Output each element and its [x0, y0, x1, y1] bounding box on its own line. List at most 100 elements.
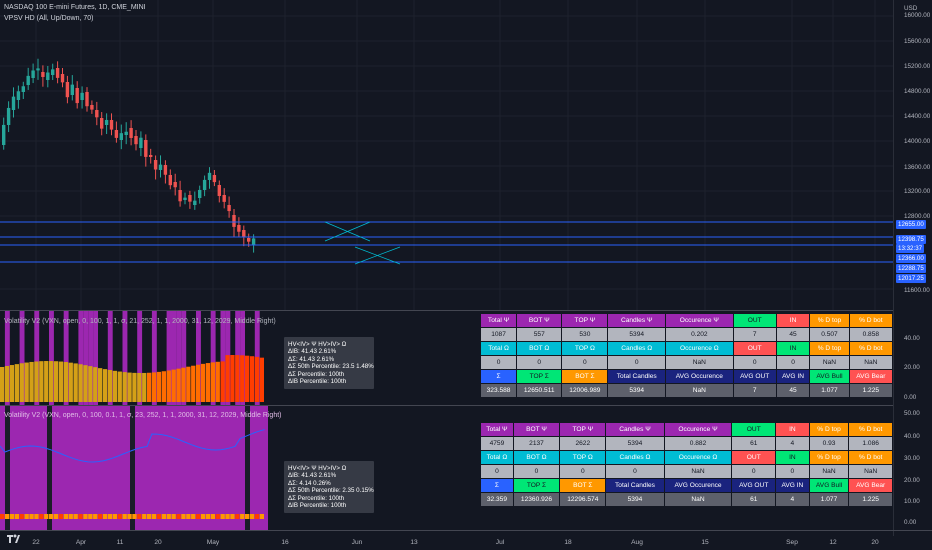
candle	[70, 84, 74, 95]
candle	[188, 195, 192, 202]
volatility-bar	[88, 366, 93, 402]
candle	[149, 155, 153, 157]
volatility-bar	[151, 514, 157, 519]
candle	[124, 131, 128, 135]
table-cell: BOT Σ	[559, 478, 607, 493]
volatility-bar	[225, 514, 230, 519]
volatility-bar	[102, 369, 108, 402]
volatility-bar	[225, 355, 230, 402]
candle	[104, 119, 109, 125]
table-row: 1087 557 530 5394 0.202 7 45 0.507 0.858	[479, 327, 894, 342]
volatility-bar	[254, 356, 260, 402]
volatility-pane-1[interactable]	[0, 311, 893, 405]
table-cell: TOP Ψ	[559, 422, 607, 437]
table-cell: 5394	[605, 492, 665, 507]
candle	[158, 164, 163, 170]
volatility-bar	[39, 514, 44, 519]
candle	[144, 140, 148, 157]
table-cell: 61	[731, 436, 777, 451]
table-cell: 1087	[479, 327, 518, 342]
table-cell: Occurence Ω	[663, 450, 733, 465]
tradingview-logo-icon[interactable]	[6, 532, 20, 544]
pane2-tick-label: 0.00	[904, 519, 917, 526]
price-chart[interactable]	[0, 0, 893, 310]
volatility-bar	[14, 514, 19, 519]
tooltip-line: ΔIB: 41.43 2.61%	[288, 472, 337, 480]
volatility-bar	[230, 355, 235, 402]
candle	[36, 68, 40, 71]
pane1-tooltip: HV<IV> Ψ HV>IV> Ω ΔIB: 41.43 2.61% ΔΣ: 41.…	[284, 337, 374, 390]
table-cell: 5394	[607, 327, 667, 342]
candle	[153, 160, 158, 170]
volatility-bar	[254, 514, 260, 519]
table-cell: 557	[516, 327, 563, 342]
volatility-bar	[171, 514, 176, 519]
price-badge: 12398.75	[896, 235, 926, 244]
pane-divider[interactable]	[0, 310, 893, 311]
pane2-title[interactable]: Volatility V2 (VXN, open, 0, 100, 0.1, 1…	[4, 412, 282, 419]
time-tick-label: 22	[32, 539, 40, 546]
candle	[90, 105, 94, 110]
table-row: 4759 2137 2622 5394 0.882 61 4 0.93 1.086	[480, 436, 893, 451]
volatility-bar	[235, 355, 240, 402]
volatility-bar	[259, 357, 264, 402]
volatility-bar	[19, 363, 24, 402]
volatility-bar	[137, 372, 142, 402]
volatility-bar	[49, 514, 54, 519]
table-cell: 0	[775, 355, 811, 370]
volatility-bar	[176, 514, 181, 519]
table-cell: 45	[775, 327, 811, 342]
pane-divider-2[interactable]	[0, 405, 893, 406]
candle	[6, 107, 11, 125]
price-tick-label: 12800.00	[904, 213, 931, 220]
regime-band	[151, 311, 157, 405]
table-cell: Σ	[480, 478, 514, 493]
tooltip-line: ΔΣ: 41.43 2.61%	[288, 355, 335, 363]
table-cell: % D top	[809, 313, 850, 328]
table-cell: 1.077	[809, 383, 850, 398]
indicator-title[interactable]: VPSV HD (All, Up/Down, 70)	[4, 15, 94, 22]
volatility-bar	[186, 366, 191, 402]
volatility-bar	[240, 355, 245, 402]
symbol-title: NASDAQ 100 E-mini Futures, 1D, CME_MINI	[4, 4, 146, 11]
table-cell: 5394	[605, 436, 665, 451]
volatility-bar	[176, 368, 181, 402]
table-row: Σ TOP Σ BOT Σ Total Candles AVG Occurence AVG…	[479, 369, 894, 384]
table-row: 0 0 0 0 NaN 0 0 NaN NaN	[480, 464, 893, 479]
volatility-bar	[161, 514, 166, 519]
table-cell: BOT Σ	[561, 369, 609, 384]
volatility-bar	[68, 514, 73, 519]
regime-band	[93, 311, 98, 405]
volatility-bar	[34, 514, 39, 519]
volatility-bar	[39, 361, 44, 402]
table-cell: 0	[479, 355, 518, 370]
tooltip-line: ΔΣ 50th Percentile: 2.35 0.15%	[288, 487, 374, 495]
table-cell: 12296.574	[559, 492, 607, 507]
regime-band	[88, 311, 94, 405]
candle	[11, 96, 16, 110]
volatility-bar	[9, 514, 15, 519]
table-cell: TOP Σ	[516, 369, 563, 384]
price-axis[interactable]: USD	[893, 0, 932, 536]
candle	[2, 124, 6, 145]
volatility-bar	[122, 514, 127, 519]
table-cell: 1.086	[848, 436, 893, 451]
candle	[178, 190, 182, 202]
table-cell: IN	[775, 422, 810, 437]
table-cell: 530	[561, 327, 609, 342]
pane1-title[interactable]: Volatility V2 (VXN, open, 0, 100, 1, 1, …	[4, 318, 276, 325]
pane1-tick-label: 0.00	[904, 394, 917, 401]
volatility-pane-2[interactable]	[0, 406, 893, 530]
volatility-bar	[249, 356, 255, 402]
table-cell: 0	[516, 355, 563, 370]
candle	[119, 133, 123, 140]
tooltip-line: HV<IV> Ψ HV>IV> Ω	[288, 465, 347, 472]
table-cell: OUT	[731, 422, 777, 437]
regime-band	[107, 311, 113, 405]
price-tick-label: 14800.00	[904, 88, 931, 95]
volatility-bar	[220, 361, 225, 402]
table-cell: AVG IN	[775, 478, 810, 493]
volatility-bar	[196, 514, 201, 519]
volatility-bar	[63, 514, 68, 519]
regime-band	[137, 311, 143, 405]
